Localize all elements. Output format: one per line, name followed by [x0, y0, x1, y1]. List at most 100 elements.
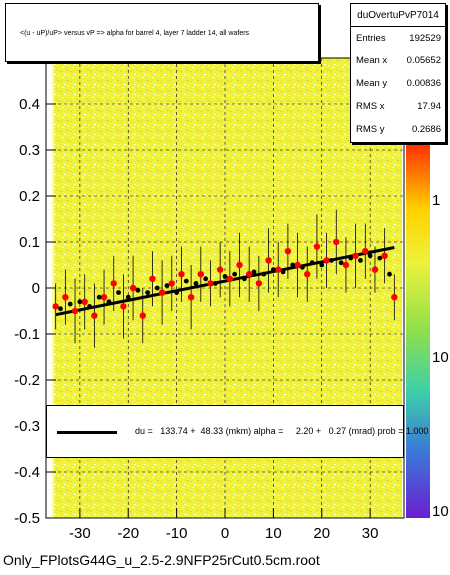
red-data-point	[62, 294, 69, 301]
red-data-point	[294, 261, 301, 269]
stat-row-rms-y: RMS y 0.2686	[356, 124, 441, 138]
red-data-point	[197, 271, 205, 278]
fit-legend-line	[57, 431, 117, 434]
fit-line-segment	[55, 246, 395, 317]
stat-value: 192529	[409, 33, 441, 44]
y-tick-label: 0.3	[19, 142, 40, 159]
y-tick-label: -0.5	[14, 510, 40, 527]
black-data-point	[203, 276, 209, 282]
red-data-point	[323, 257, 330, 264]
black-data-point	[348, 255, 354, 261]
black-data-point	[222, 274, 228, 279]
black-data-point	[96, 294, 102, 300]
red-data-point	[110, 280, 117, 287]
black-data-point	[67, 301, 73, 307]
red-data-point	[91, 312, 98, 319]
black-data-point	[300, 264, 305, 270]
black-data-point	[164, 283, 170, 289]
red-data-point	[304, 271, 311, 278]
x-tick-label: 30	[362, 525, 379, 542]
stat-key: RMS x	[356, 101, 385, 112]
histogram-name: duOvertuPvP7014	[357, 10, 439, 21]
stat-row-mean-y: Mean y 0.00836	[356, 78, 441, 92]
red-data-point	[187, 294, 195, 301]
red-data-point	[362, 248, 369, 255]
black-data-point	[270, 267, 276, 272]
black-data-point	[338, 260, 344, 266]
stat-key: Mean x	[356, 55, 388, 66]
stat-value: 0.00836	[406, 78, 441, 89]
black-data-point	[358, 258, 363, 263]
x-tick-label: 0	[221, 525, 229, 542]
y-tick-label: -0.4	[14, 464, 40, 481]
red-data-point	[149, 275, 156, 282]
red-data-point	[52, 303, 59, 310]
fit-legend-text: du = 133.74 + 48.33 (mkm) alpha = 2.20 +…	[135, 426, 429, 436]
y-tick-label: -0.2	[14, 372, 40, 389]
red-data-point	[245, 271, 253, 278]
y-tick-label: -0.3	[14, 418, 40, 435]
red-data-point	[236, 261, 243, 269]
black-data-point	[367, 253, 373, 259]
y-tick-label: 0.4	[19, 96, 40, 113]
x-tick-label: 10	[265, 525, 282, 542]
black-data-point	[58, 306, 63, 312]
black-data-point	[280, 269, 286, 275]
red-data-point	[226, 275, 234, 282]
y-tick-label: 0	[32, 280, 40, 297]
title-box: <(u - uP)/uP> versus vP => alpha for bar…	[5, 3, 319, 62]
black-data-point	[87, 304, 92, 309]
black-data-point	[377, 255, 383, 261]
red-data-point	[81, 298, 88, 305]
black-data-point	[106, 299, 112, 305]
black-data-point	[183, 278, 189, 284]
data-points	[52, 238, 398, 319]
black-data-point	[125, 294, 131, 300]
stats-box: duOvertuPvP7014 Entries 192529 Mean x 0.…	[350, 3, 446, 143]
black-data-point	[77, 299, 83, 305]
stats-divider	[351, 26, 445, 27]
red-data-point	[207, 280, 214, 287]
x-tick-label: -30	[69, 525, 91, 542]
black-data-point	[309, 260, 315, 266]
stat-key: RMS y	[356, 124, 385, 135]
red-data-point	[381, 252, 388, 259]
stat-row-entries: Entries 192529	[356, 33, 441, 47]
file-name-footer: Only_FPlotsG44G_u_2.5-2.9NFP25rCut0.5cm.…	[3, 552, 320, 568]
red-data-point	[342, 261, 350, 269]
red-data-point	[129, 284, 137, 292]
grid-lines	[46, 58, 404, 519]
black-data-point	[232, 271, 238, 277]
red-data-point	[255, 280, 263, 287]
x-axis-ticks: -30 -20 -10 0 10 20 30	[69, 508, 378, 542]
black-data-point	[154, 285, 160, 291]
red-data-point	[265, 257, 272, 264]
fit-line	[55, 246, 395, 317]
red-data-point	[391, 294, 398, 301]
black-data-point	[387, 271, 392, 277]
black-data-point	[261, 271, 267, 277]
red-data-point	[371, 266, 379, 273]
stat-key: Entries	[356, 33, 386, 44]
red-data-point	[275, 266, 282, 273]
black-data-point	[212, 281, 218, 286]
y-tick-label: -0.1	[14, 326, 40, 343]
red-data-point	[333, 238, 340, 246]
red-data-point	[158, 289, 166, 296]
red-data-point	[352, 252, 359, 259]
black-data-point	[145, 290, 150, 295]
stat-row-mean-x: Mean x 0.05652	[356, 55, 441, 69]
fit-legend-box: du = 133.74 + 48.33 (mkm) alpha = 2.20 +…	[46, 405, 428, 458]
y-axis-ticks: -0.5 -0.4 -0.3 -0.2 -0.1 0 0.1 0.2 0.3 0.4	[14, 96, 56, 527]
black-data-point	[174, 290, 180, 295]
black-data-point	[319, 262, 325, 268]
colorbar-ticks: 1 10 10	[432, 192, 449, 520]
colorbar-tick-label: 10	[432, 349, 449, 366]
stat-row-rms-x: RMS x 17.94	[356, 101, 441, 115]
stat-key: Mean y	[356, 78, 388, 89]
red-data-point	[120, 303, 127, 310]
stat-value: 0.2686	[411, 124, 441, 135]
black-data-point	[290, 262, 296, 268]
colorbar-tick-label: 1	[432, 192, 440, 209]
red-data-point	[284, 248, 292, 255]
